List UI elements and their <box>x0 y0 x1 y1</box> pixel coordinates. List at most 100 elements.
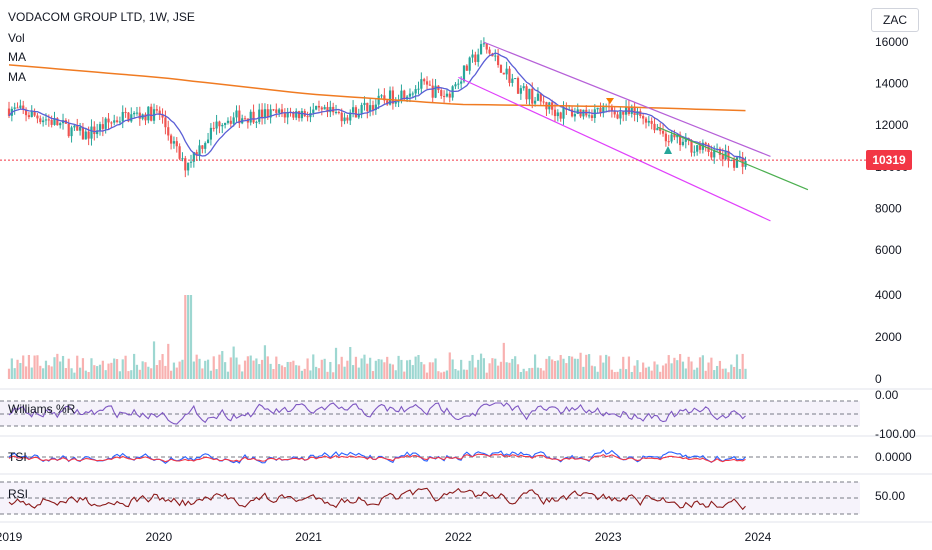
candle-body <box>280 109 284 114</box>
candle-body <box>511 78 514 83</box>
candle-body <box>42 120 45 123</box>
tsi-signal-line <box>8 453 746 463</box>
currency-button[interactable]: ZAC <box>871 8 919 32</box>
volume-bar <box>397 355 400 379</box>
volume-bar <box>738 368 741 379</box>
volume-bar <box>349 346 352 379</box>
volume-bar <box>315 366 318 379</box>
candle-body <box>67 123 70 137</box>
williams-label[interactable]: Williams %R <box>8 402 76 416</box>
candle-body <box>90 126 93 139</box>
volume-bar <box>64 368 67 379</box>
volume-bar <box>525 371 528 379</box>
volume-bar <box>241 371 244 379</box>
volume-bar <box>167 343 170 379</box>
volume-bar <box>482 358 485 379</box>
volume-bar <box>124 355 127 379</box>
volume-bar <box>667 355 670 379</box>
candle-body <box>13 107 16 109</box>
candle-body <box>164 117 167 128</box>
axes: 1600014000120001000080006000400020000201… <box>0 35 916 544</box>
candle-body <box>374 104 377 110</box>
volume-bar <box>246 356 249 379</box>
candle-body <box>465 65 468 71</box>
volume-bar <box>260 359 264 379</box>
volume-bar <box>61 355 65 379</box>
volume-bar <box>710 357 713 379</box>
volume-bar <box>437 371 440 379</box>
candle-body <box>232 117 235 124</box>
legend-vol[interactable]: Vol <box>8 31 25 45</box>
volume-bar <box>445 370 449 379</box>
volume-bar <box>295 365 298 379</box>
candle-body <box>334 112 338 114</box>
volume-bar <box>713 370 716 379</box>
tsi-label[interactable]: TSI <box>8 450 27 464</box>
volume-bar <box>428 362 431 379</box>
volume-bar <box>152 341 156 379</box>
volume-bar <box>408 359 412 379</box>
volume-bar <box>633 365 636 379</box>
volume-bar <box>269 363 272 379</box>
volume-bar <box>656 364 659 379</box>
candle-body <box>269 109 272 118</box>
candle-body <box>87 131 90 139</box>
volume-bar <box>570 356 574 379</box>
volume-bar <box>323 358 326 379</box>
candle-body <box>349 112 352 121</box>
candle-body <box>633 107 636 115</box>
rsi-label[interactable]: RSI <box>8 487 29 501</box>
candle-body <box>343 117 346 122</box>
volume-bar <box>289 361 292 379</box>
candle-body <box>206 139 210 144</box>
volume-bar <box>647 366 650 379</box>
candle-body <box>676 134 679 138</box>
volume-bar <box>172 362 176 379</box>
candle-body <box>93 126 96 135</box>
volume-bar <box>425 372 429 379</box>
candle-body <box>408 93 412 97</box>
candle-body <box>315 105 318 110</box>
candle-body <box>679 134 682 146</box>
candle-body <box>295 111 298 118</box>
candle-body <box>403 90 406 100</box>
y-tick-label: 4000 <box>875 288 902 302</box>
candle-body <box>24 109 28 116</box>
volume-bar <box>539 368 542 379</box>
volume-bar <box>588 354 591 379</box>
volume-bar <box>346 360 349 379</box>
volume-bar <box>107 363 110 379</box>
candle-body <box>738 157 741 159</box>
legend-ma-2[interactable]: MA <box>8 70 26 84</box>
candle-body <box>502 72 505 75</box>
volume-bar <box>164 365 167 379</box>
volume-bar <box>599 355 602 379</box>
volume-bar <box>602 362 605 379</box>
volume-bar <box>585 354 588 379</box>
candle-body <box>616 114 619 119</box>
volume-bar <box>650 370 653 379</box>
volume-bar <box>704 370 707 379</box>
candle-body <box>423 79 426 82</box>
x-tick-label: 2019 <box>0 530 23 544</box>
volume-bar <box>607 356 611 379</box>
x-tick-label: 2021 <box>295 530 322 544</box>
candle-body <box>39 118 42 123</box>
candle-body <box>218 121 221 127</box>
candle-body <box>360 104 363 114</box>
volume-bar <box>249 355 252 379</box>
candle-body <box>718 148 722 155</box>
volume-bar <box>454 369 457 379</box>
channel-upper <box>483 41 771 157</box>
candle-body <box>209 127 213 140</box>
volume-bar <box>533 354 537 379</box>
volume-bar <box>90 358 93 379</box>
volume-bar <box>388 363 392 379</box>
candle-body <box>394 101 397 104</box>
volume-bar <box>343 366 346 379</box>
legend-ma-1[interactable]: MA <box>8 50 26 64</box>
candle-body <box>559 112 562 119</box>
candle-body <box>531 88 534 104</box>
volume-bar <box>434 358 437 379</box>
